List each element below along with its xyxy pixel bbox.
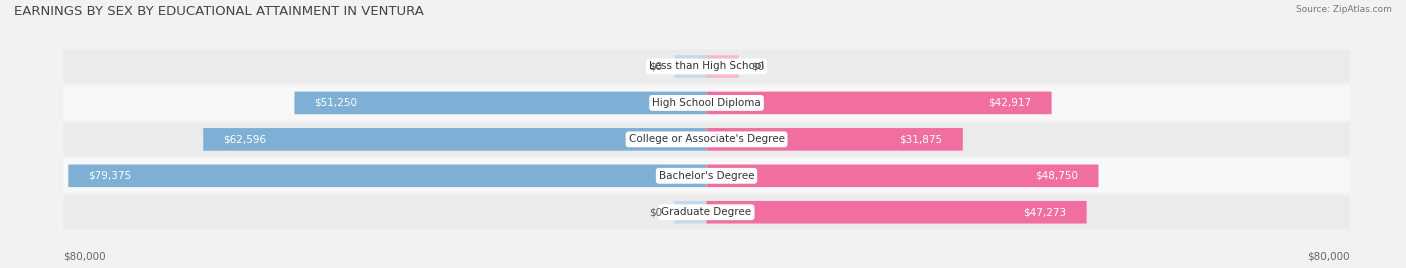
Text: $0: $0 (650, 61, 662, 72)
Text: $47,273: $47,273 (1024, 207, 1067, 217)
Text: $0: $0 (650, 207, 662, 217)
FancyBboxPatch shape (707, 165, 1098, 187)
Text: Graduate Degree: Graduate Degree (661, 207, 752, 217)
Text: Less than High School: Less than High School (650, 61, 763, 72)
Text: $80,000: $80,000 (1308, 252, 1350, 262)
FancyBboxPatch shape (675, 55, 707, 78)
Text: $79,375: $79,375 (89, 171, 132, 181)
Text: $31,875: $31,875 (900, 134, 942, 144)
FancyBboxPatch shape (63, 122, 1350, 156)
Text: Source: ZipAtlas.com: Source: ZipAtlas.com (1296, 5, 1392, 14)
FancyBboxPatch shape (675, 201, 707, 224)
FancyBboxPatch shape (63, 195, 1350, 229)
FancyBboxPatch shape (707, 92, 1052, 114)
FancyBboxPatch shape (63, 50, 1350, 83)
FancyBboxPatch shape (63, 86, 1350, 120)
FancyBboxPatch shape (707, 55, 738, 78)
Text: $42,917: $42,917 (988, 98, 1032, 108)
Text: College or Associate's Degree: College or Associate's Degree (628, 134, 785, 144)
FancyBboxPatch shape (707, 201, 1087, 224)
Text: $51,250: $51,250 (315, 98, 357, 108)
FancyBboxPatch shape (63, 159, 1350, 193)
Text: High School Diploma: High School Diploma (652, 98, 761, 108)
Text: $62,596: $62,596 (224, 134, 266, 144)
FancyBboxPatch shape (204, 128, 707, 151)
FancyBboxPatch shape (69, 165, 707, 187)
FancyBboxPatch shape (707, 128, 963, 151)
Text: EARNINGS BY SEX BY EDUCATIONAL ATTAINMENT IN VENTURA: EARNINGS BY SEX BY EDUCATIONAL ATTAINMEN… (14, 5, 425, 18)
Text: $80,000: $80,000 (63, 252, 105, 262)
FancyBboxPatch shape (294, 92, 707, 114)
Text: Bachelor's Degree: Bachelor's Degree (659, 171, 754, 181)
Text: $48,750: $48,750 (1035, 171, 1078, 181)
Text: $0: $0 (751, 61, 763, 72)
